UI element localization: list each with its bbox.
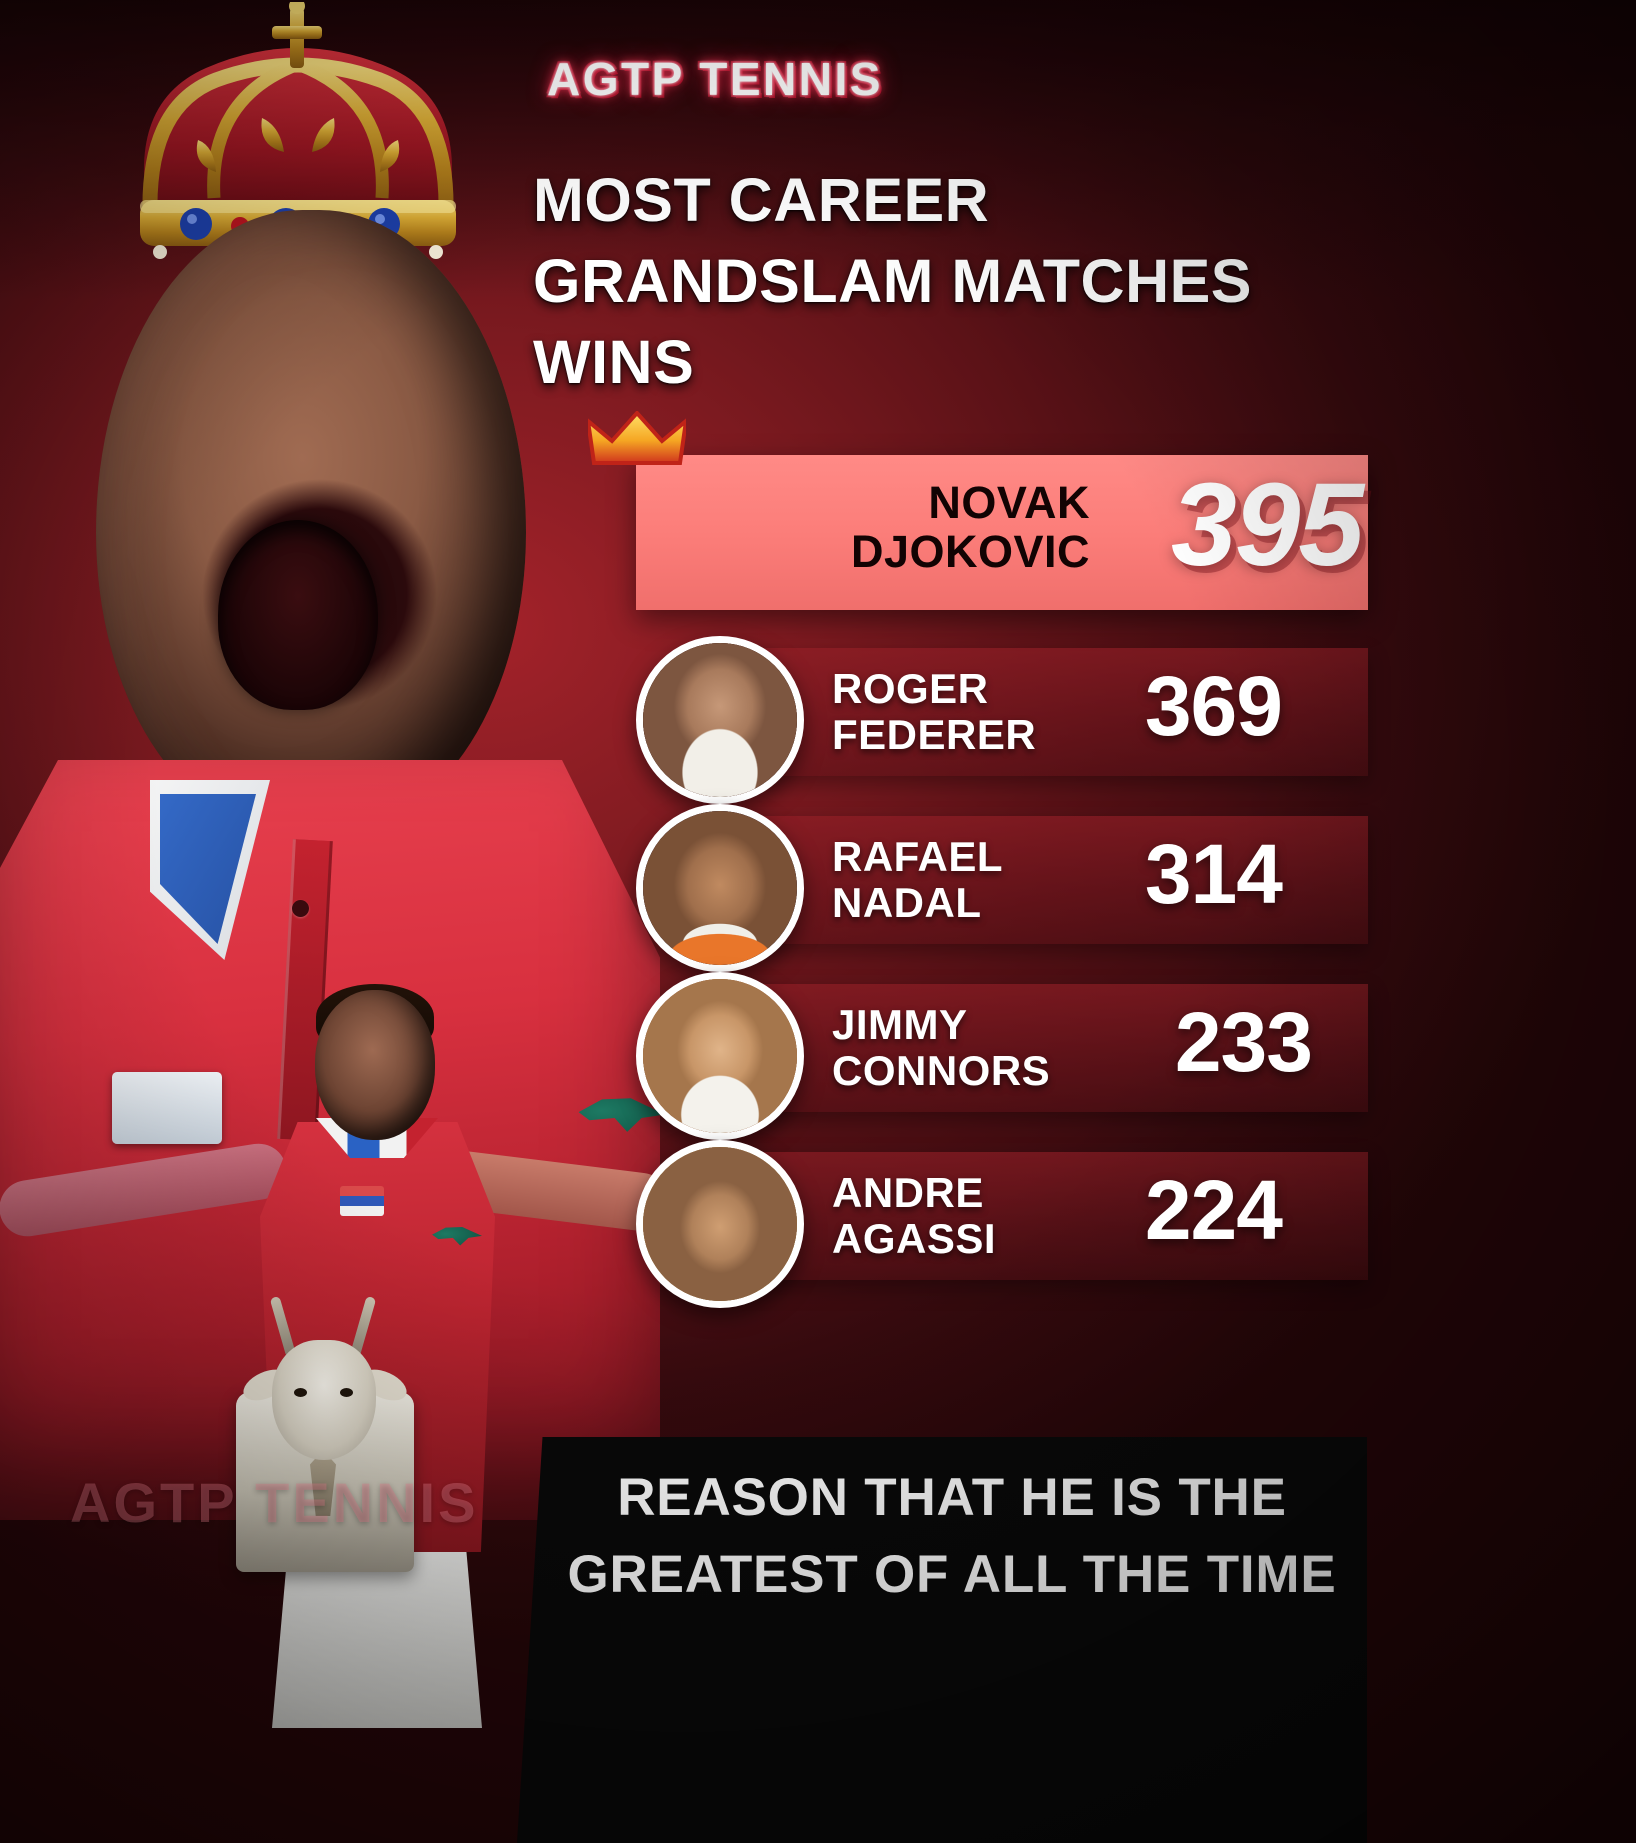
player-photo-agassi <box>636 1140 804 1308</box>
ranking-row[interactable]: JIMMY CONNORS 233 <box>636 972 1368 1140</box>
ranking-list: NOVAK DJOKOVIC 395 ROGER FEDERER 369 <box>588 411 1368 1316</box>
player-last-name: FEDERER <box>832 711 1037 759</box>
ranking-row-name: ROGER FEDERER <box>832 665 1162 759</box>
ranking-row[interactable]: RAFAEL NADAL 314 <box>636 804 1368 972</box>
goat-eye-left <box>294 1388 307 1397</box>
player-first-name: ANDRE <box>832 1169 984 1216</box>
ranking-row-name: ANDRE AGASSI <box>832 1169 1162 1263</box>
jersey-button <box>292 900 309 917</box>
player-photo-nadal <box>636 804 804 972</box>
goat-eye-right <box>340 1388 353 1397</box>
player-face <box>96 210 526 830</box>
ranking-row-value: 233 <box>1174 995 1313 1089</box>
small-crown-icon <box>588 411 686 467</box>
ranking-row-name: JIMMY CONNORS <box>832 1001 1162 1095</box>
brand-logo: AGTP TENNIS <box>547 53 883 105</box>
player-last-name: NADAL <box>832 879 982 927</box>
avatar <box>643 643 797 797</box>
ranking-row-value: 395 <box>1171 459 1364 591</box>
banner-line-2: GREATEST OF ALL THE TIME <box>567 1544 1337 1604</box>
leader-last-name: DJOKOVIC <box>850 525 1090 577</box>
ranking-row-leader[interactable]: NOVAK DJOKOVIC 395 <box>588 411 1368 610</box>
figure-face <box>315 990 435 1140</box>
ranking-row[interactable]: ROGER FEDERER 369 <box>636 636 1368 804</box>
ranking-row-value: 314 <box>1144 827 1283 921</box>
player-photo-federer <box>636 636 804 804</box>
bottom-banner-text: REASON THAT HE IS THE GREATEST OF ALL TH… <box>552 1460 1352 1614</box>
avatar <box>643 811 797 965</box>
player-last-name: CONNORS <box>832 1047 1051 1095</box>
player-photo-connors <box>636 972 804 1140</box>
player-first-name: JIMMY <box>832 1001 968 1048</box>
ranking-row[interactable]: ANDRE AGASSI 224 <box>636 1140 1368 1308</box>
ranking-row-name: RAFAEL NADAL <box>832 833 1162 927</box>
player-open-mouth <box>218 520 378 710</box>
ranking-row-name: NOVAK DJOKOVIC <box>710 477 1090 577</box>
goat-head <box>272 1340 376 1460</box>
ranking-row-value: 369 <box>1144 659 1283 753</box>
leader-first-name: NOVAK <box>928 477 1090 528</box>
player-first-name: ROGER <box>832 665 989 712</box>
avatar <box>643 979 797 1133</box>
ranking-row-value: 224 <box>1144 1163 1283 1257</box>
serbia-flag-patch-icon <box>340 1186 384 1216</box>
player-last-name: AGASSI <box>832 1215 997 1263</box>
page-title: MOST CAREER GRANDSLAM MATCHES WINS <box>533 166 1252 397</box>
banner-line-1: REASON THAT HE IS THE <box>617 1468 1287 1527</box>
player-first-name: RAFAEL <box>832 833 1003 880</box>
avatar <box>643 1147 797 1301</box>
